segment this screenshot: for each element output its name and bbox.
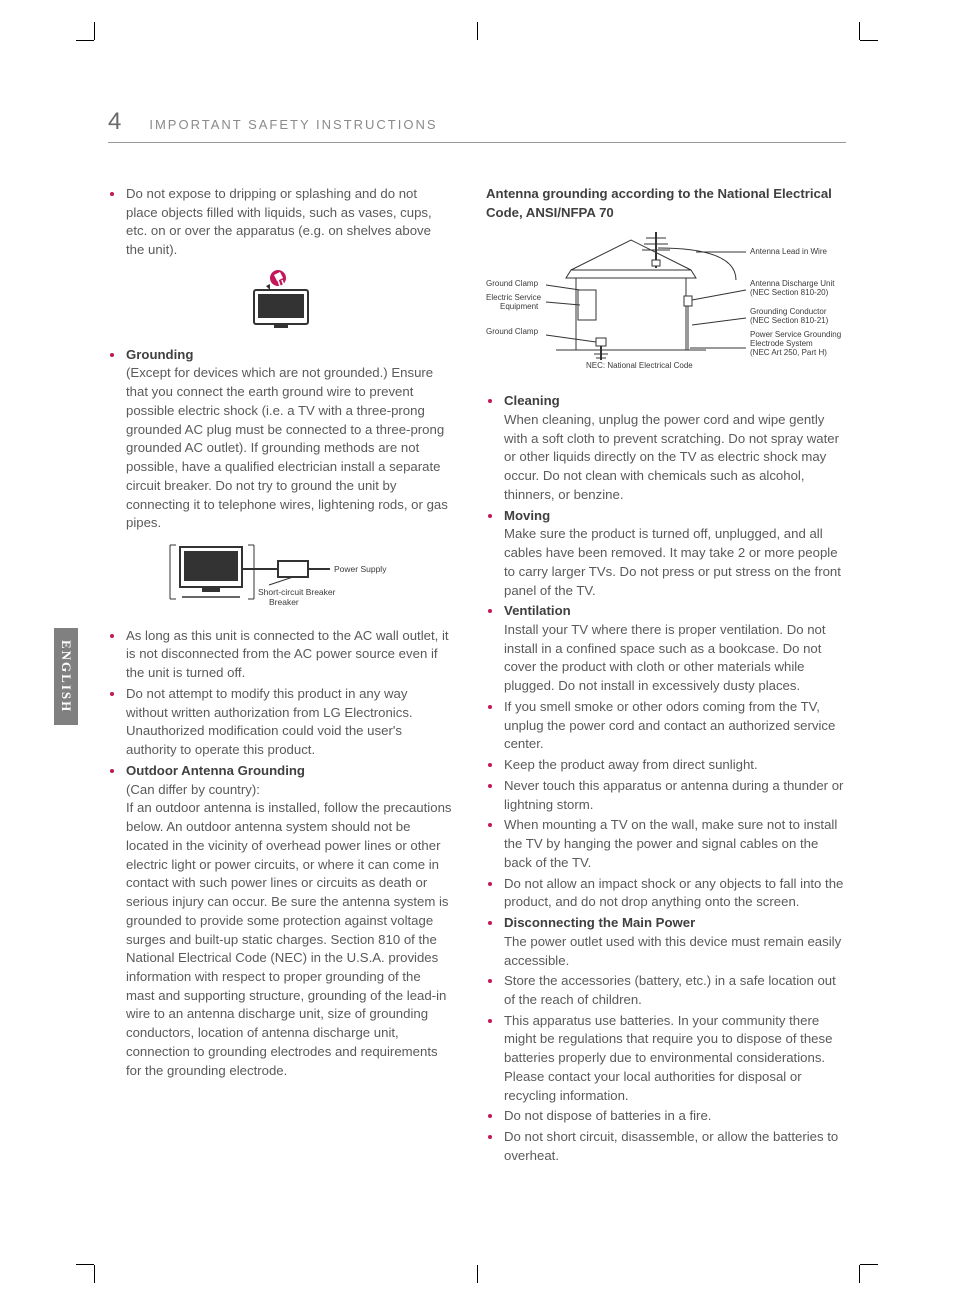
svg-text:Antenna Lead in Wire: Antenna Lead in Wire	[750, 247, 827, 256]
svg-text:(NEC Section 810-20): (NEC Section 810-20)	[750, 288, 829, 297]
list-item: When mounting a TV on the wall, make sur…	[486, 816, 846, 872]
figure-title: Antenna grounding according to the Natio…	[486, 185, 846, 222]
left-column: Do not expose to dripping or splashing a…	[108, 185, 452, 1168]
list-item: Outdoor Antenna Grounding (Can differ by…	[108, 762, 452, 1080]
svg-text:Electric Service: Electric Service	[486, 293, 542, 302]
item-heading: Ventilation	[504, 603, 571, 618]
svg-text:NEC: National Electrical Code: NEC: National Electrical Code	[586, 361, 693, 370]
svg-text:(NEC Section 810-21): (NEC Section 810-21)	[750, 316, 829, 325]
item-body: The power outlet used with this device m…	[504, 934, 841, 968]
figure-breaker: Short-circuit Breaker Breaker Power Supp…	[108, 541, 452, 617]
page-number: 4	[108, 108, 121, 136]
item-body: (Except for devices which are not ground…	[126, 365, 448, 530]
list-item: Do not attempt to modify this product in…	[108, 685, 452, 760]
list-item: Do not dispose of batteries in a fire.	[486, 1107, 846, 1126]
item-heading: Disconnecting the Main Power	[504, 915, 695, 930]
svg-text:Antenna Discharge Unit: Antenna Discharge Unit	[750, 279, 835, 288]
list-item: Grounding (Except for devices which are …	[108, 346, 452, 533]
svg-text:Ground Clamp: Ground Clamp	[486, 279, 539, 288]
list-item: Do not short circuit, disassemble, or al…	[486, 1128, 846, 1165]
item-body: Install your TV where there is proper ve…	[504, 622, 826, 693]
list-item: Store the accessories (battery, etc.) in…	[486, 972, 846, 1009]
item-heading: Cleaning	[504, 393, 560, 408]
list-item: As long as this unit is connected to the…	[108, 627, 452, 683]
item-heading: Grounding	[126, 347, 193, 362]
list-item: Moving Make sure the product is turned o…	[486, 507, 846, 601]
list-item: If you smell smoke or other odors coming…	[486, 698, 846, 754]
list-item: This apparatus use batteries. In your co…	[486, 1012, 846, 1106]
list-item: Do not allow an impact shock or any obje…	[486, 875, 846, 912]
item-body: If an outdoor antenna is installed, foll…	[126, 800, 452, 1077]
page-header: 4 IMPORTANT SAFETY INSTRUCTIONS	[108, 108, 846, 143]
language-tab: ENGLISH	[54, 628, 78, 725]
svg-text:Short-circuit Breaker: Short-circuit Breaker	[258, 587, 336, 597]
item-heading: Outdoor Antenna Grounding	[126, 763, 305, 778]
list-item: Never touch this apparatus or antenna du…	[486, 777, 846, 814]
svg-text:Breaker: Breaker	[269, 597, 299, 607]
list-item: Disconnecting the Main Power The power o…	[486, 914, 846, 970]
svg-text:Power Supply: Power Supply	[334, 564, 387, 574]
figure-antenna-grounding: Ground Clamp Electric Service Equipment …	[486, 230, 846, 386]
list-item: Do not expose to dripping or splashing a…	[108, 185, 452, 260]
svg-text:Equipment: Equipment	[500, 302, 539, 311]
svg-text:Electrode System: Electrode System	[750, 339, 813, 348]
svg-text:(NEC Art 250, Part H): (NEC Art 250, Part H)	[750, 348, 827, 357]
figure-dripping	[108, 268, 452, 336]
svg-text:Grounding Conductor: Grounding Conductor	[750, 307, 827, 316]
item-sub: (Can differ by country):	[126, 782, 260, 797]
right-column: Antenna grounding according to the Natio…	[486, 185, 846, 1168]
list-item: Cleaning When cleaning, unplug the power…	[486, 392, 846, 504]
list-item: Ventilation Install your TV where there …	[486, 602, 846, 696]
item-heading: Moving	[504, 508, 550, 523]
item-body: When cleaning, unplug the power cord and…	[504, 412, 839, 502]
page-content: 4 IMPORTANT SAFETY INSTRUCTIONS Do not e…	[108, 108, 846, 1225]
svg-text:Power Service Grounding: Power Service Grounding	[750, 330, 841, 339]
svg-text:Ground Clamp: Ground Clamp	[486, 327, 539, 336]
list-item: Keep the product away from direct sunlig…	[486, 756, 846, 775]
section-title: IMPORTANT SAFETY INSTRUCTIONS	[149, 117, 437, 132]
item-body: Make sure the product is turned off, unp…	[504, 526, 841, 597]
